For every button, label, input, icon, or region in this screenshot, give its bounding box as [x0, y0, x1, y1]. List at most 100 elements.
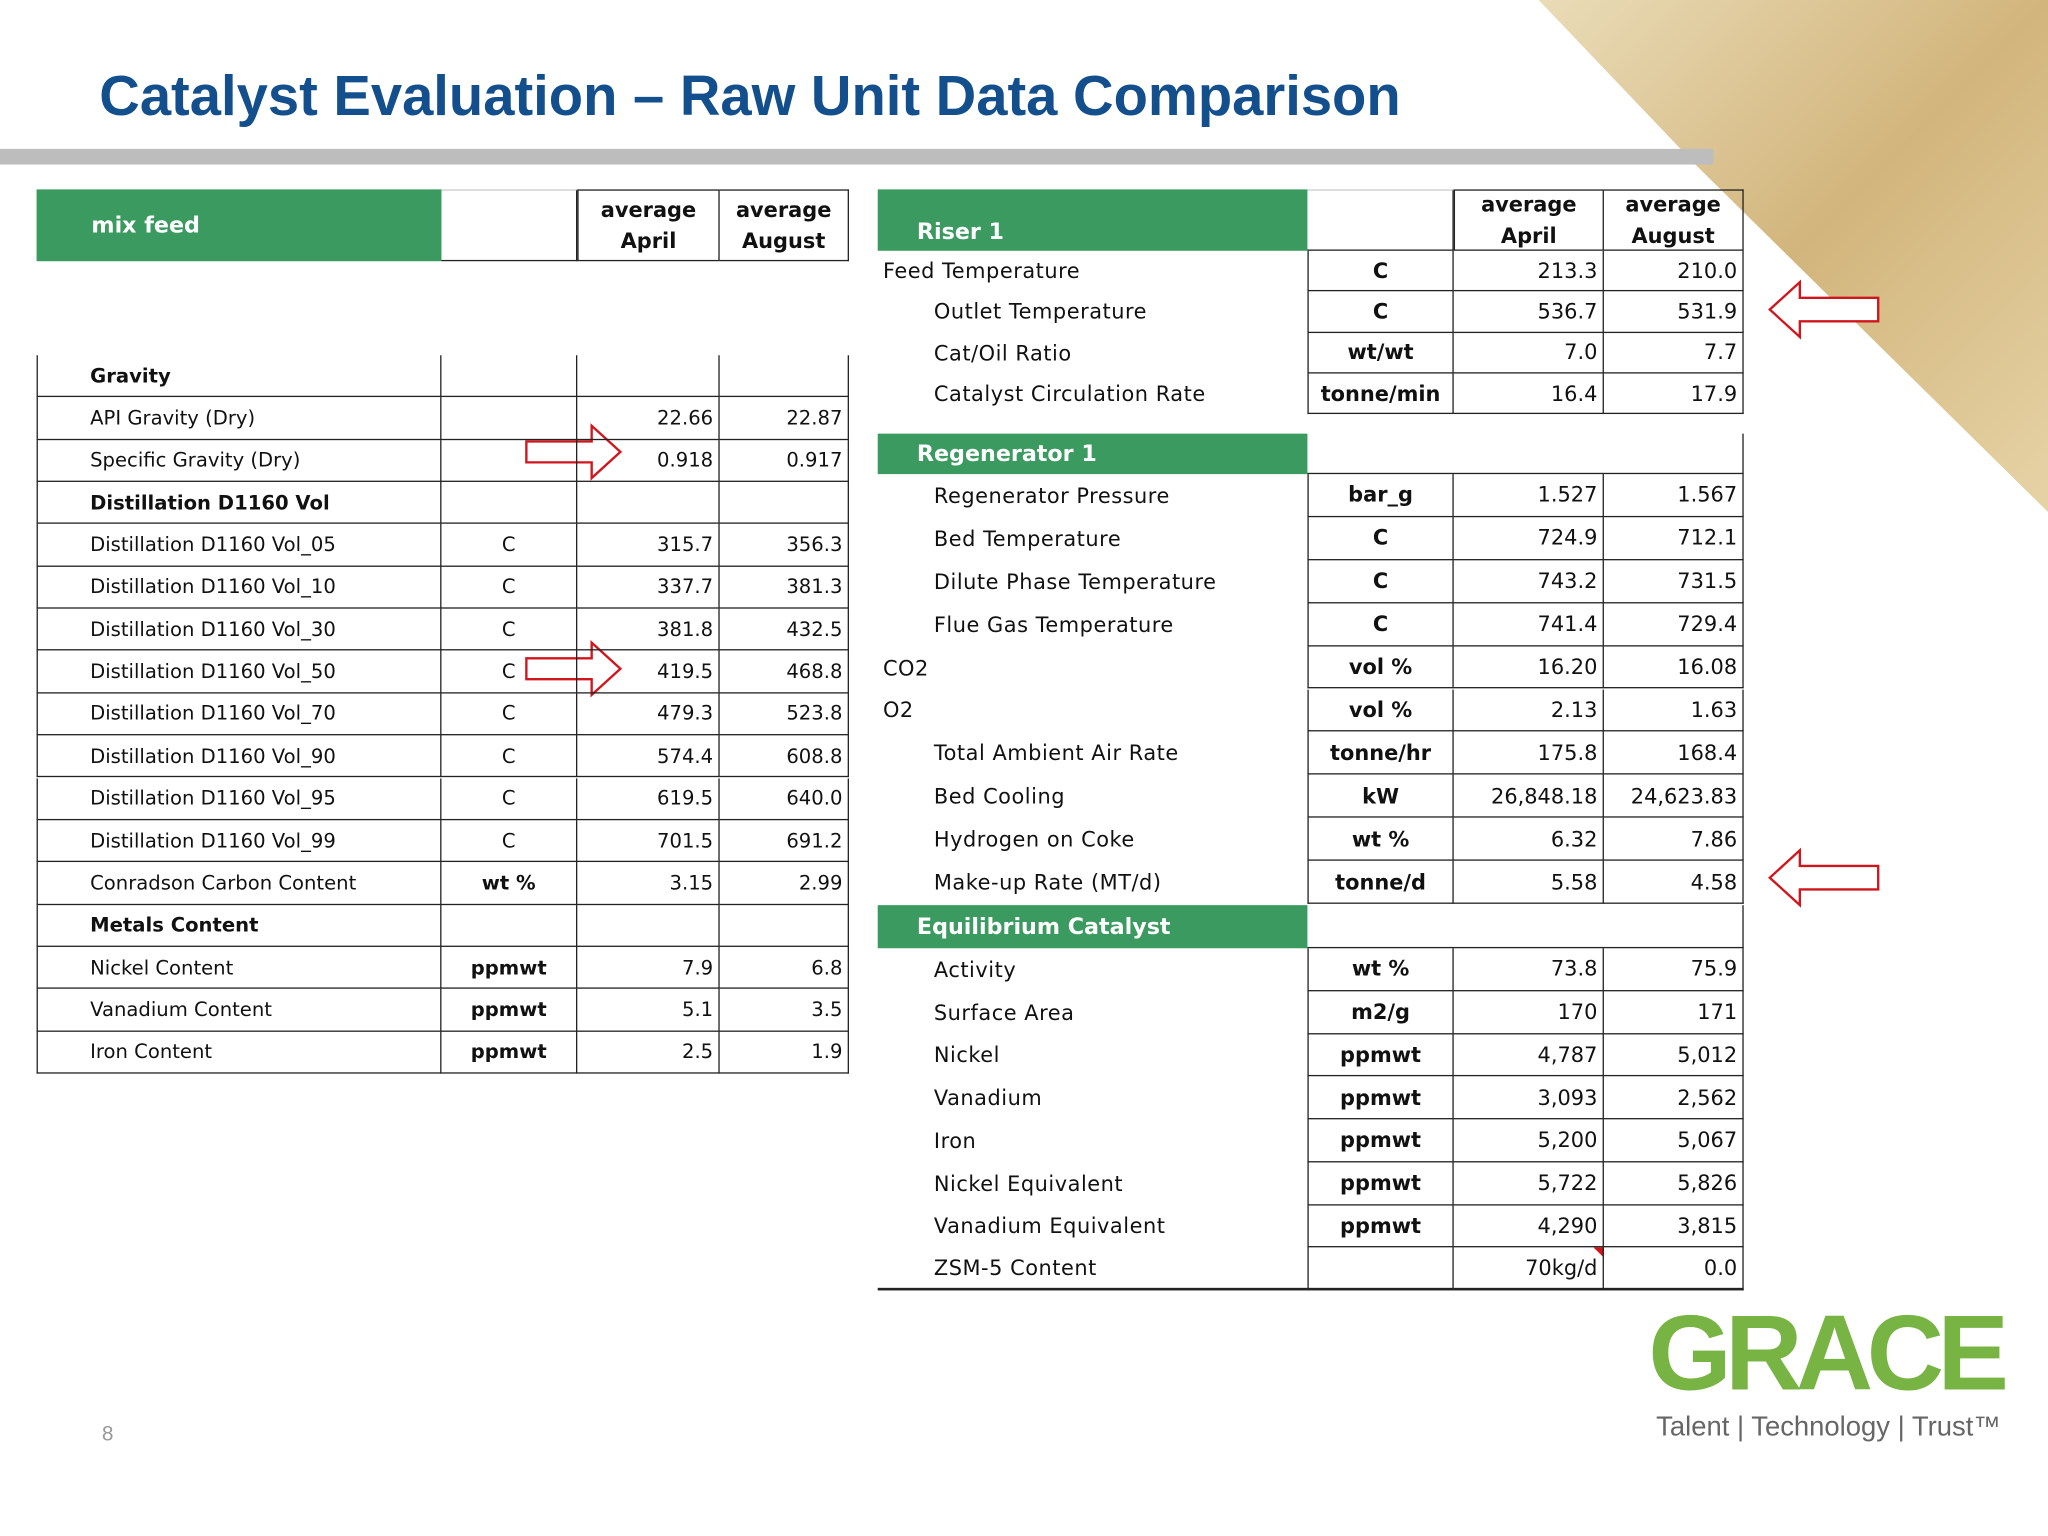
- value-august: [719, 904, 849, 947]
- section-label: Gravity: [36, 355, 442, 398]
- unit: ppmwt: [1307, 1204, 1454, 1248]
- value-april: 741.4: [1453, 603, 1604, 646]
- value-april: 743.2: [1453, 560, 1604, 604]
- value-august: 22.87: [719, 397, 849, 440]
- unit: ppmwt: [1307, 1076, 1454, 1120]
- unit: kW: [1307, 774, 1454, 818]
- header-line: August: [741, 227, 826, 253]
- unit: wt/wt: [1307, 332, 1454, 374]
- row-label: API Gravity (Dry): [36, 397, 442, 440]
- section-title: Riser 1: [877, 189, 1308, 251]
- value-august: 531.9: [1603, 291, 1744, 333]
- value-august: 171: [1603, 991, 1744, 1034]
- row-label: Bed Cooling: [933, 783, 1066, 809]
- value-august: 7.86: [1603, 817, 1744, 861]
- unit: vol %: [1307, 645, 1454, 689]
- unit: [441, 482, 578, 525]
- value-august: 1.567: [1603, 474, 1744, 518]
- value-april: 213.3: [1453, 250, 1604, 292]
- row-label: Iron Content: [36, 1031, 442, 1074]
- value-april: 315.7: [577, 524, 720, 567]
- row-label: Regenerator Pressure: [933, 483, 1170, 508]
- value-april: [577, 355, 720, 398]
- value-april: 6.32: [1453, 817, 1604, 861]
- unit: [441, 904, 578, 947]
- row-label: Vanadium Equivalent: [933, 1213, 1166, 1239]
- slide-title: Catalyst Evaluation – Raw Unit Data Comp…: [99, 65, 1401, 128]
- row-label: Outlet Temperature: [933, 299, 1148, 325]
- unit: wt %: [1307, 817, 1454, 861]
- value-august: 4.58: [1603, 860, 1744, 904]
- value-august: 432.5: [719, 608, 849, 652]
- row-label: Total Ambient Air Rate: [933, 740, 1179, 766]
- value-april: 0.918: [577, 439, 720, 482]
- value-august: 5,012: [1603, 1033, 1744, 1077]
- value-august: 356.3: [719, 524, 849, 567]
- header-line: average: [735, 197, 832, 223]
- value-august: 17.9: [1603, 373, 1744, 415]
- value-august: 210.0: [1603, 250, 1744, 292]
- value-april: 73.8: [1453, 948, 1604, 992]
- arrow: [1768, 847, 1880, 908]
- row-label: Distillation D1160 Vol_90: [36, 735, 442, 778]
- header-blank: [1307, 189, 1454, 251]
- row-label: Catalyst Circulation Rate: [933, 381, 1206, 407]
- value-april: 16.20: [1453, 645, 1604, 689]
- value-april: 619.5: [577, 777, 720, 821]
- value-august: 2.99: [719, 862, 849, 905]
- value-august: 523.8: [719, 693, 849, 736]
- header-line: average: [1625, 192, 1721, 218]
- value-august: 640.0: [719, 777, 849, 821]
- value-april: 4,787: [1453, 1033, 1604, 1077]
- value-april: 7.0: [1453, 332, 1604, 374]
- row-label: Hydrogen on Coke: [933, 826, 1135, 852]
- logo: GRACE: [1648, 1294, 2009, 1414]
- value-april: 574.4: [577, 735, 720, 778]
- value-april: 175.8: [1453, 731, 1604, 775]
- value-august: 3,815: [1603, 1204, 1744, 1248]
- header-line: average: [600, 197, 697, 223]
- row-label: Distillation D1160 Vol_10: [36, 566, 442, 609]
- value-august: 75.9: [1603, 948, 1744, 992]
- unit: C: [1307, 517, 1454, 561]
- arrow: [525, 639, 623, 698]
- value-august: 2,562: [1603, 1076, 1744, 1120]
- row-label: CO2: [882, 655, 929, 680]
- unit: ppmwt: [441, 1031, 578, 1074]
- unit: C: [1307, 560, 1454, 604]
- section-label: Distillation D1160 Vol: [36, 482, 442, 525]
- value-august: 7.7: [1603, 332, 1744, 374]
- row-label: Activity: [933, 957, 1017, 983]
- title-rule: [0, 148, 1714, 165]
- section-title: Regenerator 1: [877, 433, 1308, 475]
- row-label: O2: [882, 698, 914, 723]
- header-blank: [441, 189, 578, 262]
- row-label: Make-up Rate (MT/d): [933, 869, 1162, 895]
- row-label: Nickel Equivalent: [933, 1171, 1124, 1196]
- value-august: 0.917: [719, 439, 849, 482]
- row-label: Dilute Phase Temperature: [933, 569, 1217, 594]
- header-line: April: [620, 227, 677, 253]
- value-august: 0.0: [1603, 1247, 1744, 1291]
- value-april: 2.5: [577, 1031, 720, 1074]
- value-april: 381.8: [577, 608, 720, 652]
- value-april: 4,290: [1453, 1204, 1604, 1248]
- value-april: 3,093: [1453, 1076, 1604, 1120]
- value-august: 608.8: [719, 735, 849, 778]
- unit: tonne/hr: [1307, 731, 1454, 775]
- value-august: 168.4: [1603, 731, 1744, 775]
- unit: C: [441, 735, 578, 778]
- section-title: Equilibrium Catalyst: [877, 905, 1308, 949]
- value-august: 5,067: [1603, 1119, 1744, 1163]
- value-april: 5,722: [1453, 1162, 1604, 1205]
- page-number: 8: [101, 1423, 114, 1446]
- unit: ppmwt: [441, 989, 578, 1032]
- value-august: 3.5: [719, 989, 849, 1032]
- value-april: 337.7: [577, 566, 720, 609]
- unit: m2/g: [1307, 991, 1454, 1034]
- row-label: Distillation D1160 Vol_70: [36, 693, 442, 736]
- unit: C: [1307, 291, 1454, 333]
- unit: ppmwt: [1307, 1119, 1454, 1163]
